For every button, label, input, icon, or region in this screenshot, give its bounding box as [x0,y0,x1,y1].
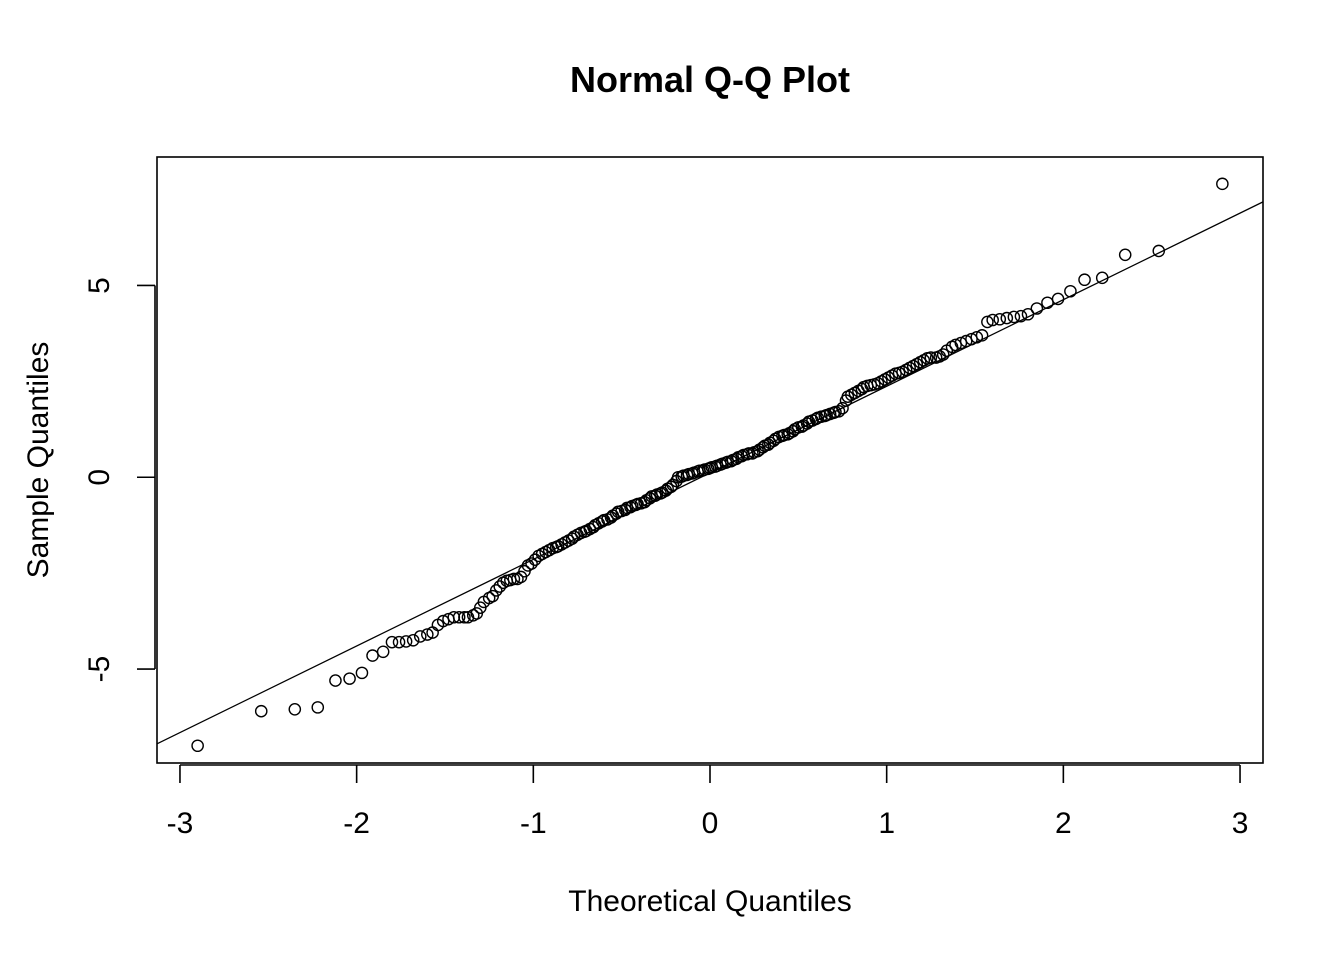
data-point [366,649,379,662]
data-point [329,674,342,687]
data-point [836,401,849,415]
data-point [436,614,450,628]
x-tick-label: 2 [1055,807,1072,840]
data-point [1041,296,1054,310]
data-point [959,334,973,348]
x-tick-label: -2 [343,807,370,840]
y-tick-label: -5 [83,656,116,683]
data-point [392,635,406,649]
data-point [343,672,356,685]
data-point [993,312,1007,326]
data-point [1152,244,1166,258]
data-point [311,701,325,714]
data-point [936,348,950,361]
data-point [525,557,538,570]
data-point [288,703,302,716]
data-point [413,630,427,643]
x-axis-label: Theoretical Quantiles [568,885,851,918]
data-point [742,447,756,460]
data-point [399,635,413,648]
x-tick-label: -1 [520,807,547,840]
data-point [1095,271,1109,285]
data-point [1051,292,1065,306]
data-point [1216,177,1229,191]
data-point [832,404,846,418]
plot-area: -3 -2 -1 0 1 2 3 -5 0 5 [83,156,1264,840]
data-point [458,610,471,624]
data-point [965,332,978,346]
x-tick-label: -3 [167,807,194,840]
data-point [385,635,399,649]
data-point [489,584,503,597]
data-point [954,336,968,350]
data-point [1014,309,1028,323]
data-point [406,633,420,647]
data-point [1007,310,1021,324]
x-tick-label: 3 [1232,807,1249,840]
data-point [1030,302,1044,315]
data-point [452,610,466,624]
y-tick-label: 5 [83,277,116,294]
data-point [507,572,521,586]
data-point [981,315,994,329]
data-point [986,313,999,327]
data-point [376,645,390,659]
data-point [355,666,369,680]
data-point [924,351,938,364]
data-point [1064,284,1077,298]
x-tick-label: 1 [878,807,895,840]
data-point [1078,273,1091,287]
plot-frame [156,156,1264,764]
data-point [1118,248,1132,262]
data-point [421,628,434,641]
data-point [1021,307,1035,321]
data-point [254,704,268,718]
data-point [1000,311,1014,325]
data-point [975,329,989,342]
chart-title: Normal Q-Q Plot [570,59,850,100]
data-point [970,330,984,344]
x-tick-label: 0 [702,807,719,840]
data-point [191,739,204,753]
data-point [949,338,962,352]
y-axis-label: Sample Quantiles [22,342,55,579]
y-tick-label: 0 [83,469,116,486]
